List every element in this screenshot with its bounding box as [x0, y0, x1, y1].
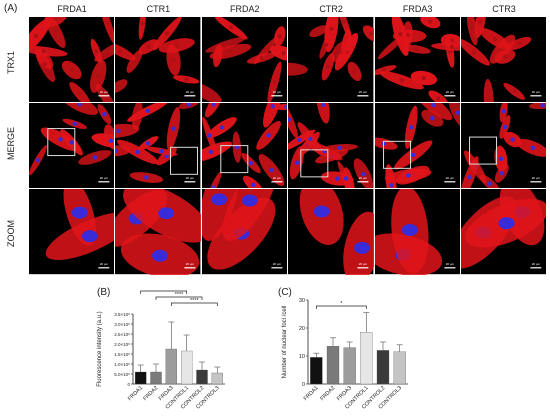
y-tick-label: 1.5×10⁶	[114, 352, 130, 357]
bar-control2	[196, 369, 208, 385]
y-axis-label: Number of nuclear foci /cell	[282, 306, 288, 379]
micrograph-merge-frda1: 20 μm	[29, 103, 115, 189]
micrograph-zoom-ctr2: 20 μm	[288, 189, 374, 275]
scale-bar-label: 20 μm	[359, 90, 368, 94]
scale-bar-label: 20 μm	[186, 263, 195, 267]
y-tick-label: 5.0×10⁵	[114, 372, 130, 377]
y-axis-label: Fluorescence intensity (a.u.)	[97, 311, 103, 386]
scale-bar-label: 20 μm	[532, 263, 541, 267]
micrograph-zoom-frda2: 20 μm	[201, 189, 288, 275]
bar-frda2	[326, 346, 340, 385]
column-header-frda3: FRDA3	[402, 4, 433, 14]
panel-a-label: (A)	[4, 3, 18, 14]
chart-b: Fluorescence intensity (a.u.) 0 5.0×10⁵ 1.0…	[97, 290, 225, 411]
bar-control2	[376, 350, 390, 385]
scale-bar-label: 20 μm	[445, 90, 454, 94]
significance-frda3-control3-label: ****	[190, 298, 199, 304]
scale-bar-label: 20 μm	[100, 176, 109, 180]
y-tick-label: 1.0×10⁶	[114, 362, 130, 367]
scale-bar-label: 20 μm	[445, 176, 454, 180]
x-tick-label-frda1: FRDA1	[127, 385, 144, 402]
scale-bar-label: 20 μm	[272, 90, 281, 94]
row-header-merge: MERGE	[6, 127, 16, 161]
y-tick-label: 3.0×10⁶	[114, 322, 130, 327]
x-tick-label-frda1: FRDA1	[303, 385, 320, 402]
micrograph-trx1-ctr3: 20 μm	[461, 17, 547, 103]
column-header-ctr2: CTR2	[319, 4, 343, 14]
micrograph-trx1-frda1: 20 μm	[29, 17, 115, 103]
scale-bar-label: 20 μm	[186, 90, 195, 94]
bar-frda3	[343, 347, 356, 385]
micrograph-merge-frda3: 20 μm	[374, 103, 460, 189]
panel-b-label: (B)	[97, 287, 111, 298]
significance-frda1-control1-bracket	[140, 290, 188, 294]
micrograph-zoom-frda3: 20 μm	[374, 189, 460, 275]
y-tick-label: 20	[299, 326, 305, 332]
chart-c: Number of nuclear foci /cell 0 10 20 30 FRDA1…	[282, 298, 408, 411]
scale-bar-label: 20 μm	[359, 176, 368, 180]
x-tick-label-frda2: FRDA2	[319, 385, 336, 402]
bar-control3	[393, 351, 406, 385]
column-header-frda1: FRDA1	[57, 4, 87, 14]
micrograph-merge-ctr3: 20 μm	[461, 103, 547, 189]
micrograph-trx1-ctr1: 20 μm	[115, 17, 201, 103]
y-tick-label: 2.0×10⁶	[114, 342, 130, 347]
significance-frda2-control2-bracket	[155, 296, 203, 300]
y-tick-label: 0	[302, 382, 305, 388]
panel-c-label: (C)	[278, 287, 292, 298]
scale-bar-label: 20 μm	[445, 263, 454, 267]
bar-control1	[180, 350, 193, 385]
micrograph-zoom-frda1: 20 μm	[29, 189, 115, 275]
bar-frda2	[150, 371, 162, 385]
micrograph-zoom-ctr1: 20 μm	[115, 189, 201, 275]
bar-frda1	[134, 371, 147, 385]
scale-bar-label: 20 μm	[100, 90, 109, 94]
micrograph-merge-ctr1: 20 μm	[115, 103, 201, 189]
scale-bar-label: 20 μm	[532, 90, 541, 94]
x-tick-label-frda2: FRDA2	[142, 385, 159, 402]
scale-bar-label: 20 μm	[272, 263, 281, 267]
row-header-zoom: ZOOM	[6, 219, 16, 247]
y-tick-label: 2.5×10⁶	[114, 332, 130, 337]
row-header-trx1: TRX1	[6, 51, 16, 75]
micrograph-trx1-frda3: 20 μm	[374, 17, 460, 103]
significance-frda1-control1-label: *	[163, 290, 166, 292]
micrograph-trx1-ctr2: 20 μm	[288, 17, 374, 103]
micrograph-zoom-ctr3: 20 μm	[461, 189, 547, 275]
significance-frda3-control3-bracket	[170, 302, 218, 306]
micrograph-merge-frda2: 20 μm	[201, 103, 288, 189]
micrograph-trx1-frda2: 20 μm	[201, 17, 288, 103]
significance-frda1-control1-bracket	[315, 305, 367, 309]
micrograph-merge-ctr2: 20 μm	[288, 103, 374, 189]
scale-bar-label: 20 μm	[272, 176, 281, 180]
significance-frda1-control1-label: *	[340, 301, 343, 307]
bar-frda3	[165, 348, 178, 385]
scale-bar-label: 20 μm	[359, 263, 368, 267]
scale-bar-label: 20 μm	[100, 263, 109, 267]
column-header-ctr1: CTR1	[146, 4, 171, 14]
scale-bar-label: 20 μm	[532, 176, 541, 180]
y-tick-label: 0	[127, 382, 130, 387]
y-tick-label: 10	[299, 354, 305, 360]
scale-bar-label: 20 μm	[186, 176, 195, 180]
bar-control3	[211, 372, 224, 385]
y-tick-label: 30	[299, 298, 305, 304]
column-header-ctr3: CTR3	[492, 4, 516, 14]
significance-frda2-control2-label: ****	[175, 292, 184, 298]
bar-frda1	[310, 357, 323, 385]
column-header-frda2: FRDA2	[230, 4, 260, 14]
bar-control1	[360, 332, 373, 385]
y-tick-label: 3.5×10⁶	[114, 312, 130, 317]
